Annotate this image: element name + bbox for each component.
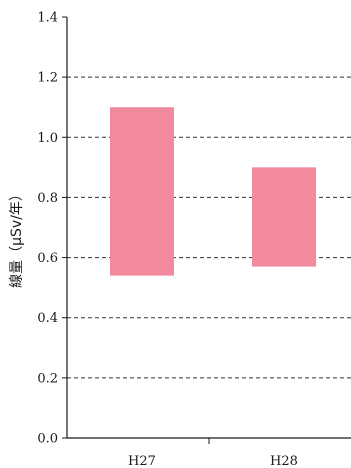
y-tick-label: 1.2 (37, 71, 58, 86)
x-tick-label: H27 (128, 454, 156, 468)
y-axis-label: 線量（μSv/年） (9, 187, 25, 288)
bar-h28 (252, 167, 316, 267)
x-ticks: H27 H28 (128, 438, 298, 468)
bars (110, 107, 316, 276)
y-ticks: 0.0 0.2 0.4 0.6 0.8 1.0 1.2 1.4 (37, 11, 67, 447)
bar-h27 (110, 107, 174, 276)
y-tick-label: 0.0 (37, 432, 58, 447)
y-tick-label: 1.4 (37, 11, 58, 26)
y-tick-label: 1.0 (37, 131, 58, 146)
y-tick-label: 0.2 (37, 371, 58, 386)
x-tick-label: H28 (270, 454, 298, 468)
y-tick-label: 0.8 (37, 191, 58, 206)
gridlines (67, 76, 351, 379)
y-tick-label: 0.4 (37, 311, 58, 326)
y-tick-label: 0.6 (37, 251, 58, 266)
